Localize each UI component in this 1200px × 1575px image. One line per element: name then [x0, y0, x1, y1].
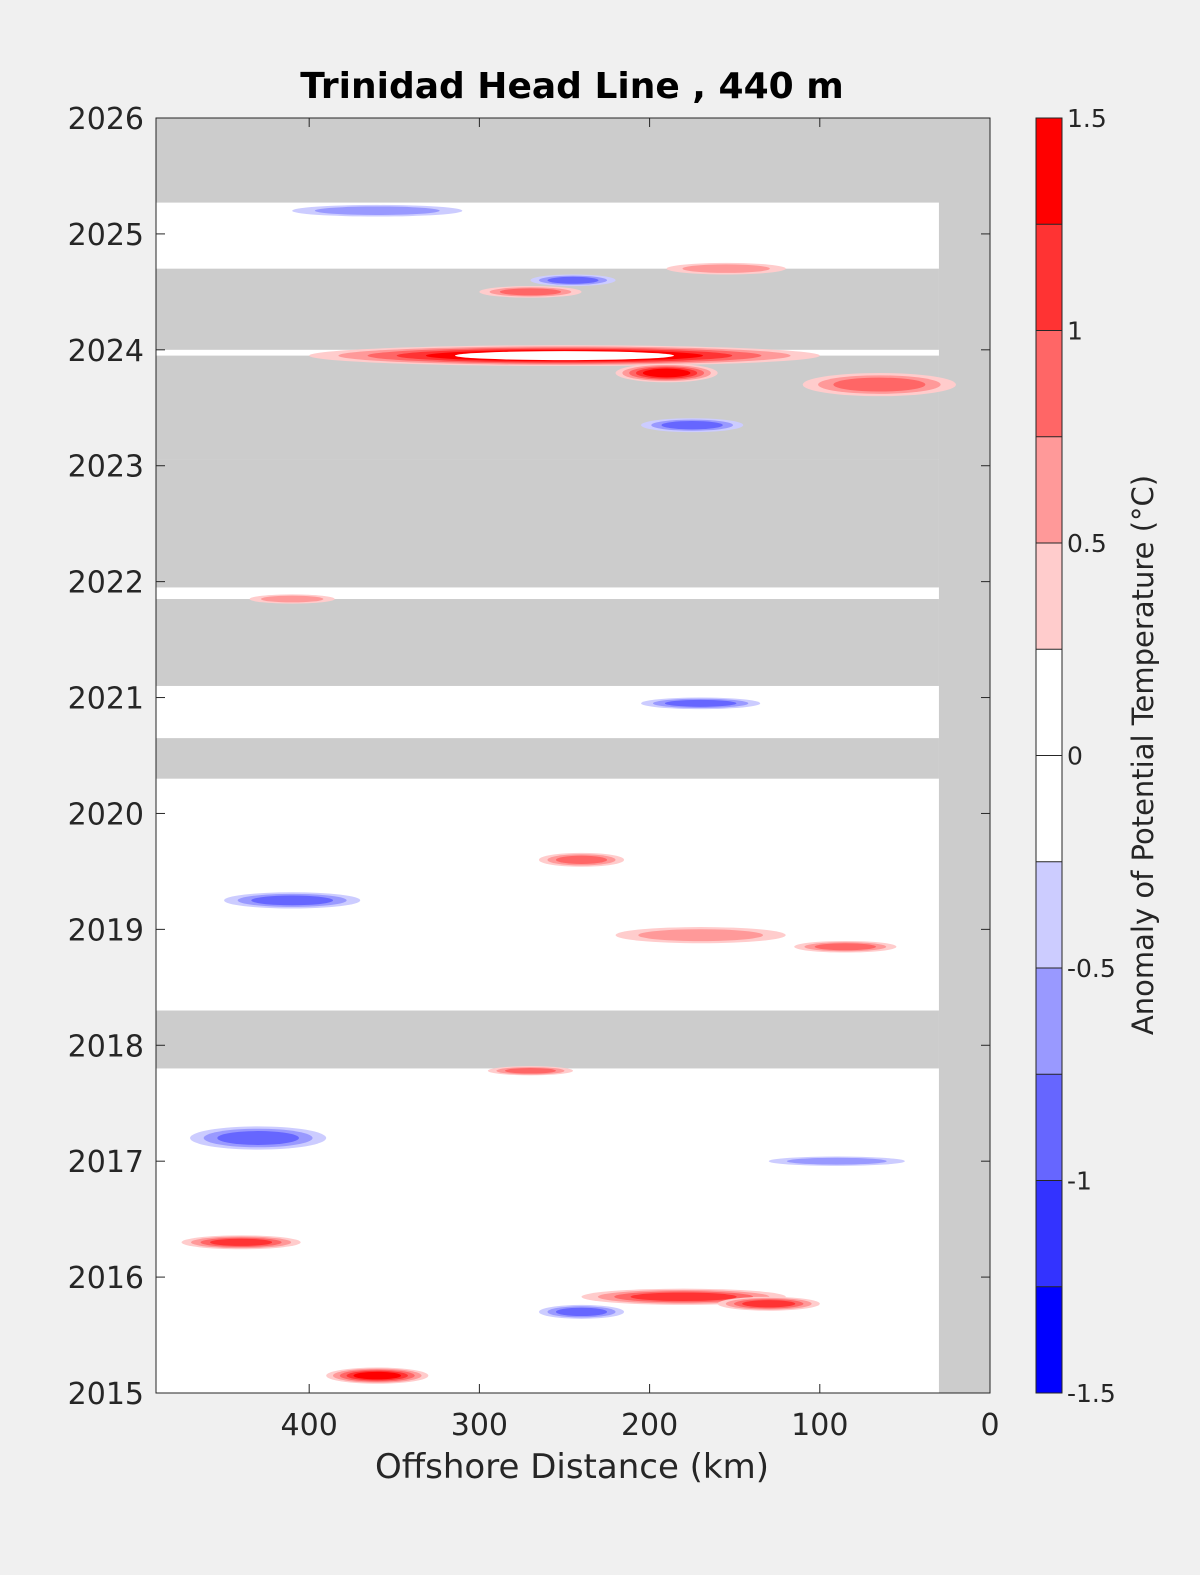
y-axis: 2015 2016 2017 2018 2019 2020 2021 2022 2023 2024…: [68, 102, 990, 1412]
colorbar-band: [1036, 543, 1062, 650]
y-tick-label: 2021: [68, 682, 144, 717]
y-tick-label: 2019: [68, 913, 144, 948]
colorbar: -1.5 -1 -0.5 0 0.5 1 1.5 Anomaly of Potential …: [1035, 104, 1160, 1408]
anomaly-blob: [224, 892, 361, 909]
chart-title: Trinidad Head Line , 440 m: [300, 66, 843, 107]
colorbar-tick-label: 0: [1067, 742, 1083, 771]
colorbar-band: [1036, 330, 1062, 437]
anomaly-blob: [641, 418, 744, 433]
contour-level: [630, 1292, 737, 1302]
missing-data-band: [156, 1010, 939, 1069]
colorbar-band: [1036, 1286, 1062, 1393]
y-tick-label: 2015: [68, 1377, 144, 1412]
missing-data-band: [156, 118, 990, 203]
colorbar-band: [1036, 755, 1062, 862]
contour-level: [251, 895, 334, 906]
anomaly-blob: [615, 363, 718, 383]
colorbar-bands: [1036, 118, 1062, 1393]
contour-level: [499, 288, 562, 296]
colorbar-band: [1036, 436, 1062, 543]
colorbar-tick-label: 1.5: [1067, 104, 1107, 133]
contour-level: [814, 943, 876, 951]
anomaly-blob: [717, 1296, 820, 1311]
anomaly-blob: [538, 852, 625, 867]
anomaly-contours: [181, 204, 956, 1384]
colorbar-band: [1036, 968, 1062, 1075]
anomaly-blob: [249, 594, 335, 604]
y-tick-label: 2026: [68, 102, 144, 137]
y-tick-label: 2023: [68, 450, 144, 485]
y-tick-label: 2022: [68, 566, 144, 601]
anomaly-blob: [802, 373, 956, 397]
missing-data-band: [156, 355, 939, 460]
contour-level: [260, 595, 324, 603]
contour-level: [217, 1131, 299, 1145]
contour-level: [786, 1157, 887, 1165]
anomaly-blob: [666, 262, 786, 275]
y-tick-label: 2018: [68, 1029, 144, 1064]
x-axis-label: Offshore Distance (km): [375, 1447, 769, 1487]
missing-data-band: [156, 459, 939, 588]
plot-area: [155, 117, 991, 1394]
colorbar-tick-label: -1.5: [1067, 1379, 1116, 1408]
colorbar-ticks: -1.5 -1 -0.5 0 0.5 1 1.5: [1056, 104, 1116, 1408]
colorbar-tick-label: -1: [1067, 1167, 1092, 1196]
anomaly-blob: [538, 1304, 625, 1319]
contour-level: [664, 699, 737, 707]
missing-data-band: [938, 118, 990, 1393]
contour-level: [833, 377, 926, 392]
x-tick-label: 0: [980, 1408, 999, 1443]
colorbar-band: [1036, 1074, 1062, 1181]
missing-data-band: [156, 599, 939, 686]
anomaly-blob: [641, 697, 761, 710]
colorbar-label: Anomaly of Potential Temperature (°C): [1126, 475, 1160, 1035]
colorbar-band: [1036, 649, 1062, 756]
colorbar-band: [1036, 118, 1062, 225]
anomaly-blob: [181, 1235, 301, 1250]
contour-level: [455, 351, 674, 361]
contour-level: [555, 1307, 608, 1317]
contour-level: [547, 276, 599, 284]
contour-level: [555, 855, 608, 864]
contour-level: [353, 1371, 402, 1380]
missing-data-layer: [156, 118, 990, 1393]
colorbar-tick-label: -0.5: [1067, 954, 1116, 983]
colorbar-tick-label: 1: [1067, 317, 1083, 346]
contour-level: [742, 1300, 796, 1308]
anomaly-blob: [530, 274, 616, 287]
colorbar-tick-label: 0.5: [1067, 529, 1107, 558]
y-tick-label: 2020: [68, 797, 144, 832]
anomaly-blob: [615, 927, 786, 944]
colorbar-band: [1036, 861, 1062, 968]
contour-level: [210, 1238, 273, 1246]
y-tick-label: 2016: [68, 1261, 144, 1296]
anomaly-blob: [768, 1156, 905, 1166]
x-tick-label: 200: [621, 1408, 678, 1443]
y-tick-label: 2024: [68, 334, 144, 369]
anomaly-blob: [326, 1367, 429, 1384]
contour-level: [642, 368, 691, 378]
contour-level: [682, 264, 770, 273]
anomaly-blob: [794, 940, 897, 953]
missing-data-band: [156, 738, 939, 779]
anomaly-blob: [190, 1126, 327, 1150]
y-tick-label: 2017: [68, 1145, 144, 1180]
anomaly-blob: [292, 204, 463, 217]
x-axis: 400 300 200 100 0: [281, 118, 1000, 1443]
x-tick-label: 300: [451, 1408, 508, 1443]
contour-level: [504, 1067, 556, 1074]
contour-level: [661, 420, 723, 430]
x-tick-label: 400: [281, 1408, 338, 1443]
anomaly-blob: [487, 1066, 573, 1076]
plot-frame: [155, 117, 991, 1394]
colorbar-band: [1036, 224, 1062, 331]
anomaly-blob: [309, 345, 820, 367]
y-tick-label: 2025: [68, 218, 144, 253]
contour-level: [314, 206, 440, 215]
colorbar-band: [1036, 1180, 1062, 1287]
x-tick-label: 100: [791, 1408, 848, 1443]
contour-level: [638, 929, 764, 942]
anomaly-blob: [479, 286, 582, 298]
